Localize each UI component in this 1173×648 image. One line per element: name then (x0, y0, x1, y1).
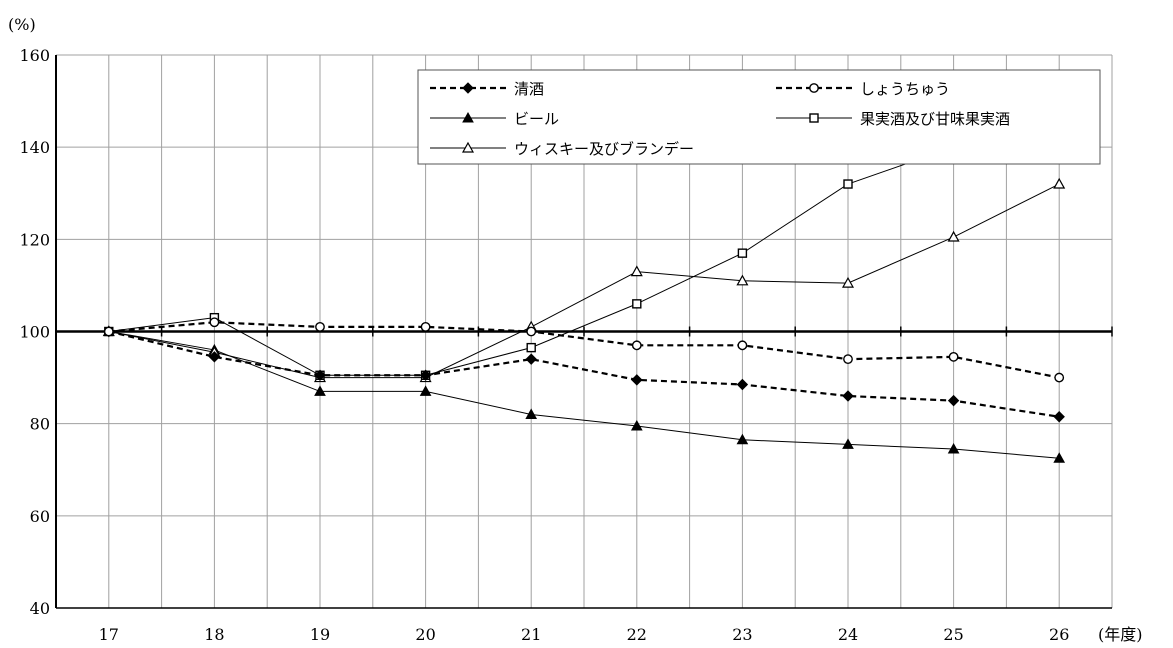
legend-entry-1: 清酒 (430, 80, 544, 98)
data-point-marker (948, 351, 959, 362)
data-point-marker (947, 394, 960, 407)
legend-entry-3: ビール (430, 110, 559, 128)
data-point-marker (462, 111, 474, 123)
series-2 (103, 317, 1065, 383)
axes (55, 55, 1113, 609)
data-point-marker (209, 317, 220, 328)
data-point-marker (736, 433, 749, 445)
x-tick-label: 17 (99, 625, 119, 644)
legend-entry-4: 果実酒及び甘味果実酒 (776, 110, 1010, 128)
data-point-marker (461, 141, 475, 153)
series-line (108, 183, 1060, 379)
legend-entry-5: ウィスキー及びブランデー (430, 140, 694, 158)
data-point-marker (462, 82, 474, 94)
data-point-marker (525, 353, 537, 365)
data-point-marker (809, 113, 819, 123)
x-tick-label: 22 (627, 625, 647, 644)
data-point-marker (315, 321, 325, 332)
data-point-marker (842, 438, 854, 449)
data-point-marker (843, 179, 853, 189)
y-tick-label: 160 (19, 46, 50, 65)
data-point-marker (630, 265, 643, 277)
series-line (108, 321, 1060, 379)
data-point-marker (208, 351, 221, 363)
series-line (108, 146, 1060, 376)
data-point-marker (525, 408, 538, 419)
data-point-marker (419, 385, 432, 396)
data-point-marker (632, 299, 642, 309)
legend-label: ウィスキー及びブランデー (514, 140, 694, 158)
y-tick-label: 80 (30, 415, 50, 434)
legend-box (417, 69, 1101, 165)
x-tick-label: 20 (415, 625, 435, 644)
data-point-marker (737, 248, 748, 258)
legend-entry-2: しょうちゅう (776, 80, 950, 98)
x-tick-label: 25 (943, 625, 963, 644)
data-point-marker (1053, 177, 1066, 189)
y-tick-label: 140 (19, 138, 50, 157)
data-point-marker (809, 83, 819, 93)
data-point-marker (314, 385, 326, 396)
data-point-marker (103, 326, 114, 337)
data-point-marker (420, 321, 431, 332)
y-tick-label: 40 (30, 599, 50, 618)
data-point-marker (631, 374, 643, 386)
x-tick-label: 24 (838, 625, 858, 644)
data-point-marker (526, 326, 537, 337)
legend-label: 果実酒及び甘味果実酒 (860, 110, 1010, 128)
y-tick-label: 60 (30, 507, 50, 526)
data-point-marker (631, 340, 642, 351)
data-point-marker (630, 419, 643, 431)
y-tick-label: 100 (19, 323, 50, 342)
legend-label: ビール (514, 110, 559, 128)
legend-label: しょうちゅう (860, 80, 950, 98)
data-point-marker (736, 378, 749, 391)
x-tick-label: 18 (204, 625, 224, 644)
data-point-marker (947, 442, 960, 454)
data-point-marker (841, 276, 855, 288)
x-tick-label: 19 (310, 625, 330, 644)
data-point-marker (314, 369, 326, 381)
data-point-marker (419, 369, 432, 381)
series-line (108, 331, 1060, 459)
data-point-marker (526, 342, 536, 353)
x-unit-label: (年度) (1098, 625, 1143, 644)
data-point-marker (947, 230, 960, 242)
series-line (108, 330, 1060, 418)
x-tick-label: 23 (732, 625, 752, 644)
data-point-marker (1053, 411, 1065, 423)
y-tick-label: 120 (19, 230, 50, 249)
data-point-marker (736, 274, 749, 286)
series-layer (102, 142, 1066, 463)
x-tick-label: 21 (521, 625, 541, 644)
legend-label: 清酒 (514, 80, 544, 98)
x-tick-label: 26 (1049, 625, 1069, 644)
data-point-marker (737, 340, 748, 351)
labels: 40 60 80 100 120 140 160 17 18 19 20 21 22 23 24 25 26 (19, 46, 1069, 644)
y-unit-label: (%) (8, 15, 36, 34)
data-point-marker (843, 354, 853, 365)
data-point-marker (1054, 372, 1065, 383)
data-point-marker (842, 390, 854, 402)
data-point-marker (1053, 452, 1066, 463)
